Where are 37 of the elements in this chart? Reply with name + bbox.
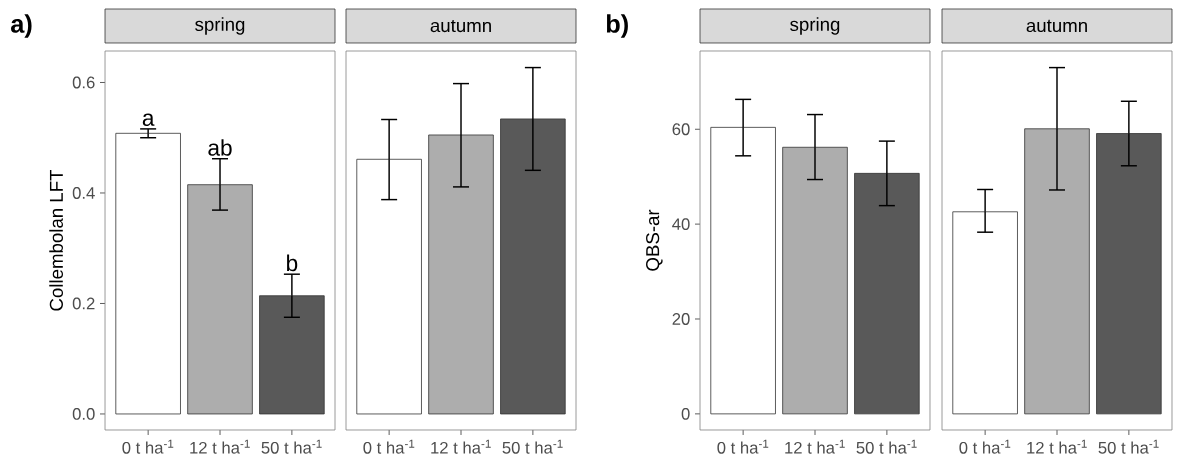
- chart-title: spring: [790, 17, 840, 35]
- x-tick-label: 50 t ha$^{-1}$: [261, 439, 322, 454]
- text: a): [11, 14, 32, 38]
- x-tick-label: 12 t ha$^{-1}$: [190, 439, 250, 454]
- annotation: ab: [208, 139, 232, 156]
- y-tick-label: 0: [681, 407, 690, 420]
- annotation: b: [287, 254, 298, 272]
- x-tick-label: 0 t ha$^{-1}$: [122, 439, 174, 454]
- chart-title: autumn: [1026, 19, 1087, 33]
- bar: [710, 126, 776, 415]
- bar: [259, 295, 325, 415]
- chart-title: autumn: [430, 19, 491, 33]
- y-tick-label: 0.6: [72, 76, 95, 89]
- y-tick-label: 40: [672, 218, 690, 231]
- y-axis-title: QBS-ar: [646, 209, 663, 271]
- y-tick-label: 20: [672, 313, 690, 325]
- x-tick-label: 0 t ha$^{-1}$: [363, 439, 415, 454]
- y-axis-title: Collembolan LFT: [49, 169, 63, 311]
- x-tick-label: 12 t ha$^{-1}$: [431, 439, 491, 454]
- x-tick-label: 50 t ha$^{-1}$: [1098, 439, 1159, 454]
- y-tick-label: 0.2: [72, 297, 95, 310]
- bar: [115, 132, 181, 415]
- y-tick-label: 0.4: [72, 187, 95, 199]
- x-tick-label: 50 t ha$^{-1}$: [502, 439, 563, 454]
- x-tick-label: 12 t ha$^{-1}$: [1027, 439, 1087, 454]
- annotation: a: [142, 113, 155, 126]
- x-tick-label: 0 t ha$^{-1}$: [959, 439, 1011, 454]
- chart-title: spring: [195, 17, 245, 35]
- y-tick-label: 60: [672, 123, 690, 136]
- text: b): [606, 14, 628, 38]
- y-tick-label: 0.0: [72, 408, 95, 420]
- x-tick-label: 12 t ha$^{-1}$: [785, 439, 845, 454]
- bar: [854, 172, 920, 415]
- bar: [187, 184, 253, 415]
- x-tick-label: 0 t ha$^{-1}$: [717, 439, 769, 454]
- x-tick-label: 50 t ha$^{-1}$: [856, 439, 917, 454]
- bar: [782, 146, 848, 415]
